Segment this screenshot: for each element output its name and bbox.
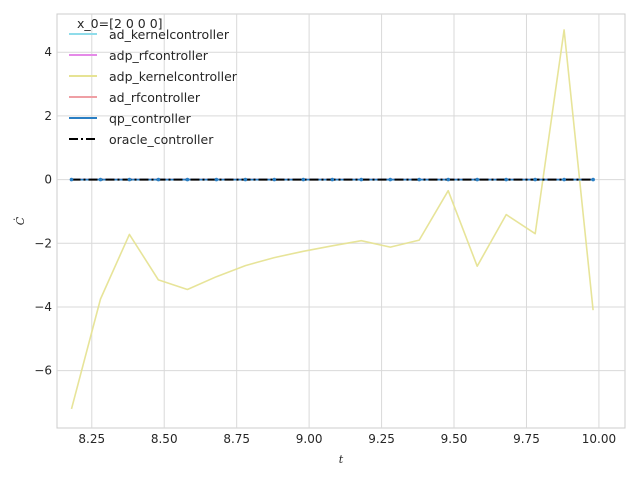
- legend-label: qp_controller: [109, 111, 192, 126]
- qp-point: [69, 177, 74, 182]
- plot-area: [56, 13, 626, 429]
- legend-label: oracle_controller: [109, 132, 214, 147]
- x-tick-label: 8.75: [223, 432, 250, 446]
- qp-point: [127, 177, 132, 182]
- qp-point: [388, 177, 393, 182]
- x-tick-label: 9.00: [296, 432, 323, 446]
- y-tick-label: 4: [44, 45, 52, 59]
- legend-title: x_0=[2 0 0 0]: [77, 16, 163, 31]
- legend-label: adp_rfcontroller: [109, 48, 209, 63]
- y-tick-label: 0: [44, 173, 52, 187]
- qp-point: [301, 177, 306, 182]
- legend-label: ad_rfcontroller: [109, 90, 201, 105]
- qp-point: [562, 177, 566, 182]
- qp-point: [417, 177, 422, 182]
- legend-label: ad_kernelcontroller: [109, 27, 230, 42]
- qp-point: [272, 177, 277, 182]
- series-lines: [69, 29, 595, 410]
- qp-point: [533, 177, 537, 182]
- qp-point: [475, 177, 480, 182]
- qp-point: [591, 177, 595, 182]
- legend: x_0=[2 0 0 0] ad_kernelcontroller adp_rfc…: [69, 16, 238, 147]
- y-tick-label: −2: [34, 236, 52, 250]
- x-axis-label: t: [339, 453, 344, 466]
- qp-point: [98, 177, 103, 182]
- tick-labels: 8.25 8.50 8.75 9.00 9.25 9.50 9.75 10.00 −6 −4 −2 0…: [34, 45, 616, 446]
- y-tick-label: −6: [34, 364, 52, 378]
- qp-point: [156, 177, 161, 182]
- x-tick-label: 9.25: [368, 432, 395, 446]
- x-tick-label: 9.50: [441, 432, 468, 446]
- qp-point: [185, 177, 190, 182]
- qp-point: [359, 177, 364, 182]
- y-tick-label: 2: [44, 109, 52, 123]
- qp-point: [330, 177, 335, 182]
- qp-point: [214, 177, 219, 182]
- x-tick-label: 10.00: [582, 432, 616, 446]
- y-tick-label: −4: [34, 300, 52, 314]
- grid: [57, 14, 625, 428]
- y-axis-label: Ċ: [13, 216, 27, 225]
- x-tick-label: 9.75: [513, 432, 540, 446]
- series-line-adp-kernelcontroller: [70, 29, 594, 410]
- legend-label: adp_kernelcontroller: [109, 69, 238, 84]
- x-tick-label: 8.25: [78, 432, 105, 446]
- qp-point: [446, 177, 451, 182]
- qp-point: [243, 177, 248, 182]
- qp-point: [504, 177, 508, 182]
- x-tick-label: 8.50: [151, 432, 178, 446]
